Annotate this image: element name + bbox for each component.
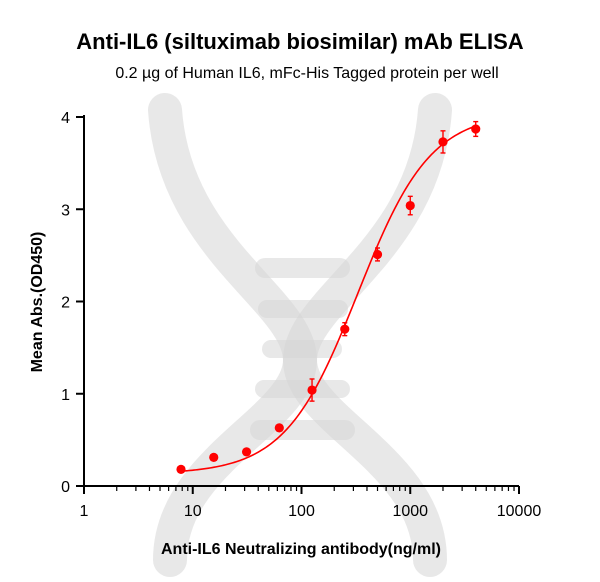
watermark	[148, 93, 452, 577]
point-marker	[372, 249, 383, 260]
y-tick-label: 2	[61, 295, 70, 312]
points-layer	[176, 120, 481, 474]
y-tick-label: 0	[61, 479, 70, 496]
data-point	[274, 423, 284, 433]
data-point	[405, 195, 415, 216]
x-tick-label: 10	[184, 503, 202, 520]
point-marker	[340, 324, 350, 334]
fit-curve	[180, 125, 476, 473]
point-marker	[176, 464, 186, 474]
y-tick-label: 4	[61, 110, 70, 127]
point-marker	[471, 124, 481, 134]
data-point	[176, 464, 186, 474]
point-marker	[438, 137, 448, 147]
data-point	[307, 378, 317, 402]
fit-curve-layer	[180, 125, 476, 473]
x-tick-label: 1	[80, 503, 89, 520]
point-marker	[209, 452, 219, 463]
chart-title: Anti-IL6 (siltuximab biosimilar) mAb ELI…	[76, 29, 523, 54]
chart-subtitle: 0.2 µg of Human IL6, mFc-His Tagged prot…	[115, 65, 498, 82]
y-tick-label: 1	[61, 387, 70, 404]
x-tick-label: 10000	[497, 503, 542, 520]
x-tick-label: 100	[288, 503, 315, 520]
point-marker	[405, 200, 415, 211]
point-marker	[274, 423, 284, 433]
x-tick-label: 1000	[392, 503, 428, 520]
data-point	[438, 130, 448, 154]
y-axis-label: Mean Abs.(OD450)	[29, 232, 46, 373]
data-point	[372, 247, 383, 262]
point-marker	[307, 385, 317, 395]
y-tick-label: 3	[61, 202, 70, 219]
data-point	[209, 452, 219, 463]
x-axis-label: Anti-IL6 Neutralizing antibody(ng/ml)	[161, 541, 441, 558]
data-point	[340, 322, 350, 337]
point-marker	[241, 447, 252, 457]
data-point	[241, 447, 252, 457]
data-point	[471, 120, 481, 138]
